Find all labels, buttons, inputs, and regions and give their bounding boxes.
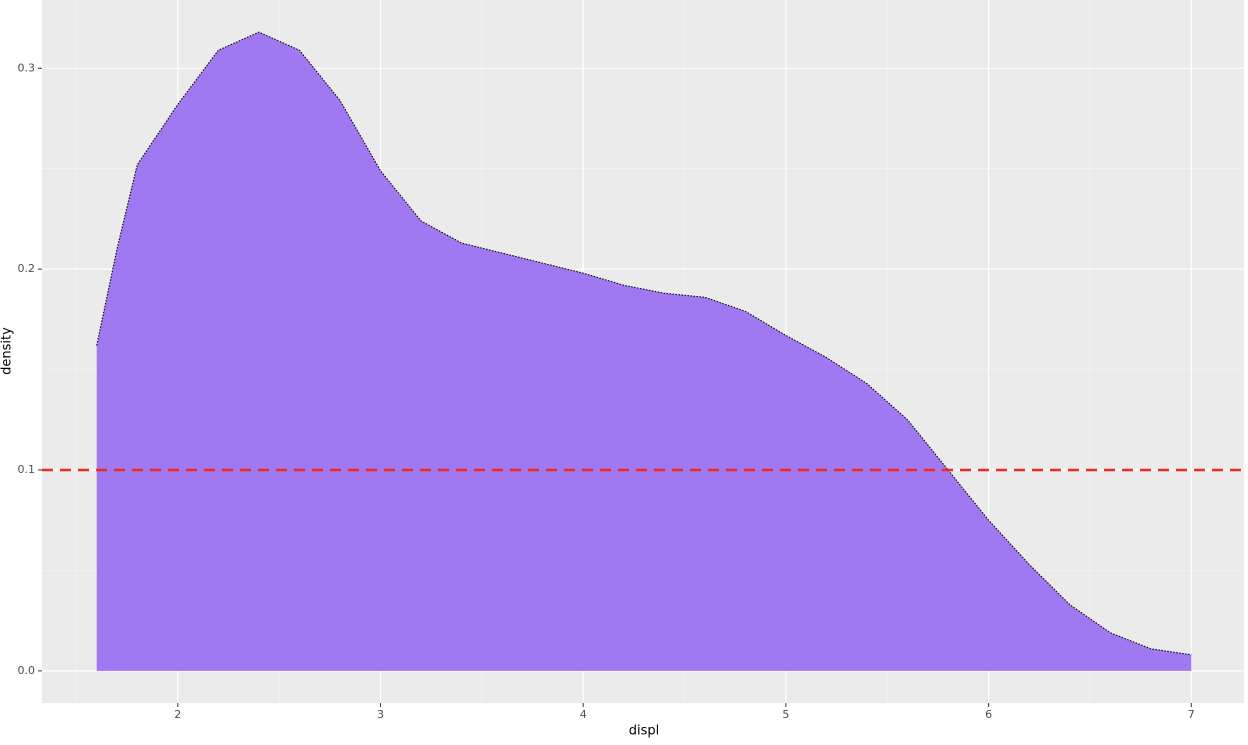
x-tick-label: 3: [377, 708, 384, 721]
y-tick-label: 0.0: [18, 664, 36, 677]
density-outline: [96, 31, 1192, 656]
x-tick-label: 2: [174, 708, 181, 721]
x-tick-label: 5: [782, 708, 789, 721]
y-tick-label: 0.3: [18, 61, 36, 74]
marks: [42, 31, 1244, 671]
x-tick-label: 7: [1188, 708, 1195, 721]
y-tick-label: 0.2: [18, 262, 36, 275]
y-tick-label: 0.1: [18, 463, 36, 476]
density-area: [96, 32, 1192, 671]
x-tick-label: 6: [985, 708, 992, 721]
x-axis-label: displ: [629, 724, 660, 739]
y-axis-label: density: [0, 327, 15, 375]
x-tick-label: 4: [580, 708, 587, 721]
axes: 2 3 4 5 6 7 0.0 0.1 0.2 0.3: [18, 61, 1195, 721]
